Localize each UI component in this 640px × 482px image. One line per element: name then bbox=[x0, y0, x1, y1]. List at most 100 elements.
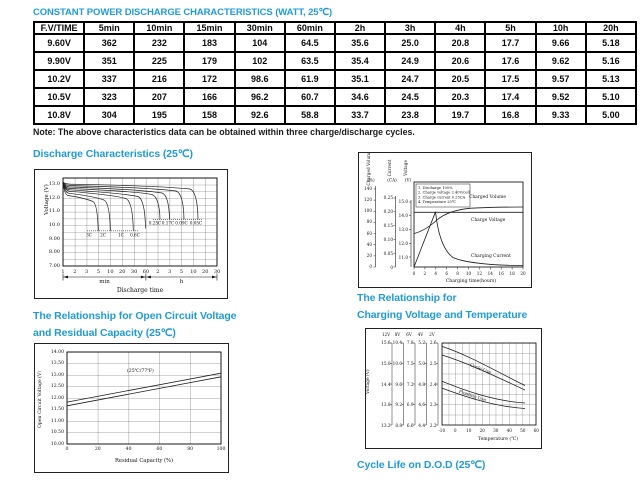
tick-label: 10.4 bbox=[392, 340, 402, 345]
table-cell: 9.33 bbox=[535, 106, 586, 124]
tick-label: 2 bbox=[73, 268, 77, 275]
temp-scale-headers: 12V 8V 6V 4V 2V bbox=[380, 332, 438, 337]
table-cell: 9.62 bbox=[535, 52, 586, 70]
tick-label: 4 bbox=[434, 270, 438, 276]
tick-label: 15.6 bbox=[381, 340, 391, 345]
tick-label: 4.8 bbox=[418, 381, 425, 387]
ocv-chart-title-line2: and Residual Capacity (25℃) bbox=[33, 327, 176, 339]
tick-label: 0 bbox=[390, 264, 393, 270]
tick-label: 10.00 bbox=[50, 441, 64, 447]
table-cell: 9.66 bbox=[535, 34, 586, 52]
table-cell: 60.7 bbox=[284, 88, 335, 106]
table-cell: 166 bbox=[184, 88, 235, 106]
charging-axis-voltage-unit: (V) bbox=[405, 178, 412, 183]
discharge-y-ticks: 13.0 12.0 11.0 10.0 9.00 8.00 7.00 bbox=[45, 181, 60, 270]
table-cell: 24.5 bbox=[385, 88, 436, 106]
table-cell: 24.7 bbox=[385, 70, 436, 88]
tick-label: 13.0 bbox=[398, 226, 408, 232]
charging-chart: Charged Volume Current Voltage (%) (CA) … bbox=[358, 152, 532, 288]
table-cell: 35.1 bbox=[334, 70, 386, 88]
charging-xlabel: Charging time(hours) bbox=[445, 278, 497, 284]
tick-label: 10 bbox=[107, 268, 114, 275]
tick-label: 120 bbox=[364, 196, 372, 202]
tick-label: 0 bbox=[369, 264, 372, 270]
tick-label: 12.0 bbox=[398, 240, 408, 246]
table-header-cell: F.V/TIME bbox=[34, 22, 85, 34]
curve-0p17c bbox=[62, 181, 170, 220]
tick-label: 10 bbox=[190, 268, 197, 275]
ocv-chart-title-line1: The Relationship for Open Circuit Voltag… bbox=[33, 310, 237, 322]
table-cell: 17.4 bbox=[485, 88, 536, 106]
charging-voltage-ticks: 15.0 14.0 13.0 12.0 11.0 bbox=[397, 199, 408, 262]
tick-label: 0.10 bbox=[383, 236, 393, 242]
ocv-chart-svg: (25℃/77℉) bbox=[66, 351, 222, 445]
table-cell: 158 bbox=[184, 106, 235, 124]
table-cell: 96.2 bbox=[234, 88, 285, 106]
table-cell: 58.8 bbox=[284, 106, 335, 124]
tick-label: 7.00 bbox=[48, 262, 60, 269]
tick-label: 30 bbox=[213, 268, 221, 275]
scale-header: 2V bbox=[429, 332, 435, 337]
table-cell: 25.0 bbox=[385, 34, 436, 52]
discharge-chart: 3C 2C 1C 0.6C 0.25C 0.17C 0.09C 0.05C bbox=[34, 169, 228, 299]
tick-label: 11.00 bbox=[50, 418, 64, 424]
curve-2c bbox=[62, 181, 111, 231]
table-cell: 304 bbox=[84, 106, 135, 124]
temp-scale-12v: 15.6 15.0 14.4 13.8 13.2 bbox=[379, 339, 391, 429]
table-header-cell: 15min bbox=[184, 22, 235, 34]
tick-label: 20 bbox=[119, 268, 126, 275]
curve-label: 0.25C bbox=[149, 221, 162, 226]
tick-label: 7.5 bbox=[406, 360, 414, 366]
temp-plot-area bbox=[441, 342, 537, 426]
tick-label: 4.4 bbox=[418, 423, 425, 428]
table-row: 10.5V 323 207 166 96.2 60.7 34.6 24.5 20.3 17.4 9.… bbox=[34, 88, 636, 106]
tick-label: 11.0 bbox=[48, 208, 60, 215]
tick-label: 11.0 bbox=[398, 255, 408, 260]
tick-label: 140 bbox=[364, 185, 372, 191]
table-header-cell: 30min bbox=[234, 22, 285, 34]
temp-x-ticks: -10 0 10 20 30 40 50 60 bbox=[435, 428, 543, 433]
tick-label: 12 bbox=[476, 270, 483, 276]
tick-label: 13.8 bbox=[381, 402, 391, 408]
tick-label: 8.8 bbox=[395, 423, 402, 428]
table-cell: 225 bbox=[134, 52, 185, 70]
curve-3c bbox=[62, 181, 99, 231]
tick-label: 2.2 bbox=[429, 423, 437, 428]
table-cell: 17.5 bbox=[485, 70, 536, 88]
scale-header: 4V bbox=[417, 332, 424, 337]
tick-label: 20 bbox=[94, 446, 101, 452]
table-cell: 20.5 bbox=[435, 70, 486, 88]
table-cell: 64.5 bbox=[284, 34, 335, 52]
table-cell: 102 bbox=[234, 52, 285, 70]
table-cell: 9.57 bbox=[535, 70, 586, 88]
tick-label: 14.00 bbox=[50, 349, 64, 355]
table-cell: 20.8 bbox=[435, 34, 486, 52]
tick-label: 10 bbox=[466, 428, 472, 433]
scale-header: 12V bbox=[381, 332, 391, 337]
table-cell: 5.10 bbox=[585, 88, 636, 106]
curve-0p25c bbox=[62, 181, 161, 220]
table-note: Note: The above characteristics data can… bbox=[33, 127, 415, 137]
curve-0p09c bbox=[62, 181, 185, 220]
tick-label: 5 bbox=[96, 268, 101, 275]
tick-label: 7.8 bbox=[406, 340, 414, 345]
tick-label: 2 bbox=[423, 270, 427, 276]
temp-chart-title-line1: The Relationship for bbox=[357, 292, 457, 304]
temp-scale-4v: 5.2 5.0 4.8 4.6 4.4 bbox=[413, 339, 425, 429]
tick-label: 0.15 bbox=[383, 222, 393, 228]
cycle-life-title: Cycle Life on D.O.D (25℃) bbox=[357, 459, 486, 471]
tick-label: 80 bbox=[366, 219, 372, 225]
table-cell: 362 bbox=[84, 34, 135, 52]
table-cell: 33.7 bbox=[334, 106, 386, 124]
table-cell: 9.60V bbox=[34, 34, 85, 52]
table-cell: 216 bbox=[134, 70, 185, 88]
tick-label: 2 bbox=[156, 268, 160, 275]
table-row: 9.60V 362 232 183 104 64.5 35.6 25.0 20.8 17.7 9.6… bbox=[34, 34, 636, 52]
tick-label: 9.00 bbox=[48, 235, 60, 242]
tick-label: 13.0 bbox=[48, 181, 60, 188]
ocv-plot-area bbox=[66, 351, 222, 445]
curve-label: 1C bbox=[118, 233, 124, 238]
curve-label: 2C bbox=[100, 233, 106, 238]
tick-label: 6.6 bbox=[406, 423, 414, 428]
tick-label: 50 bbox=[520, 428, 526, 433]
